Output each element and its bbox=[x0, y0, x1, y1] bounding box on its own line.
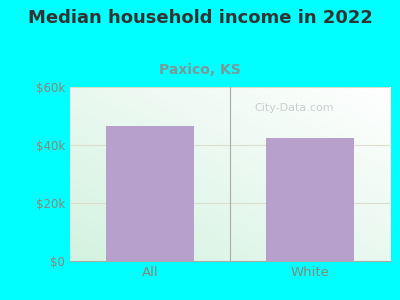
Text: Paxico, KS: Paxico, KS bbox=[159, 63, 241, 77]
Bar bbox=[266, 138, 354, 261]
Text: City-Data.com: City-Data.com bbox=[254, 103, 334, 113]
Bar bbox=[106, 126, 194, 261]
Text: Median household income in 2022: Median household income in 2022 bbox=[28, 9, 372, 27]
